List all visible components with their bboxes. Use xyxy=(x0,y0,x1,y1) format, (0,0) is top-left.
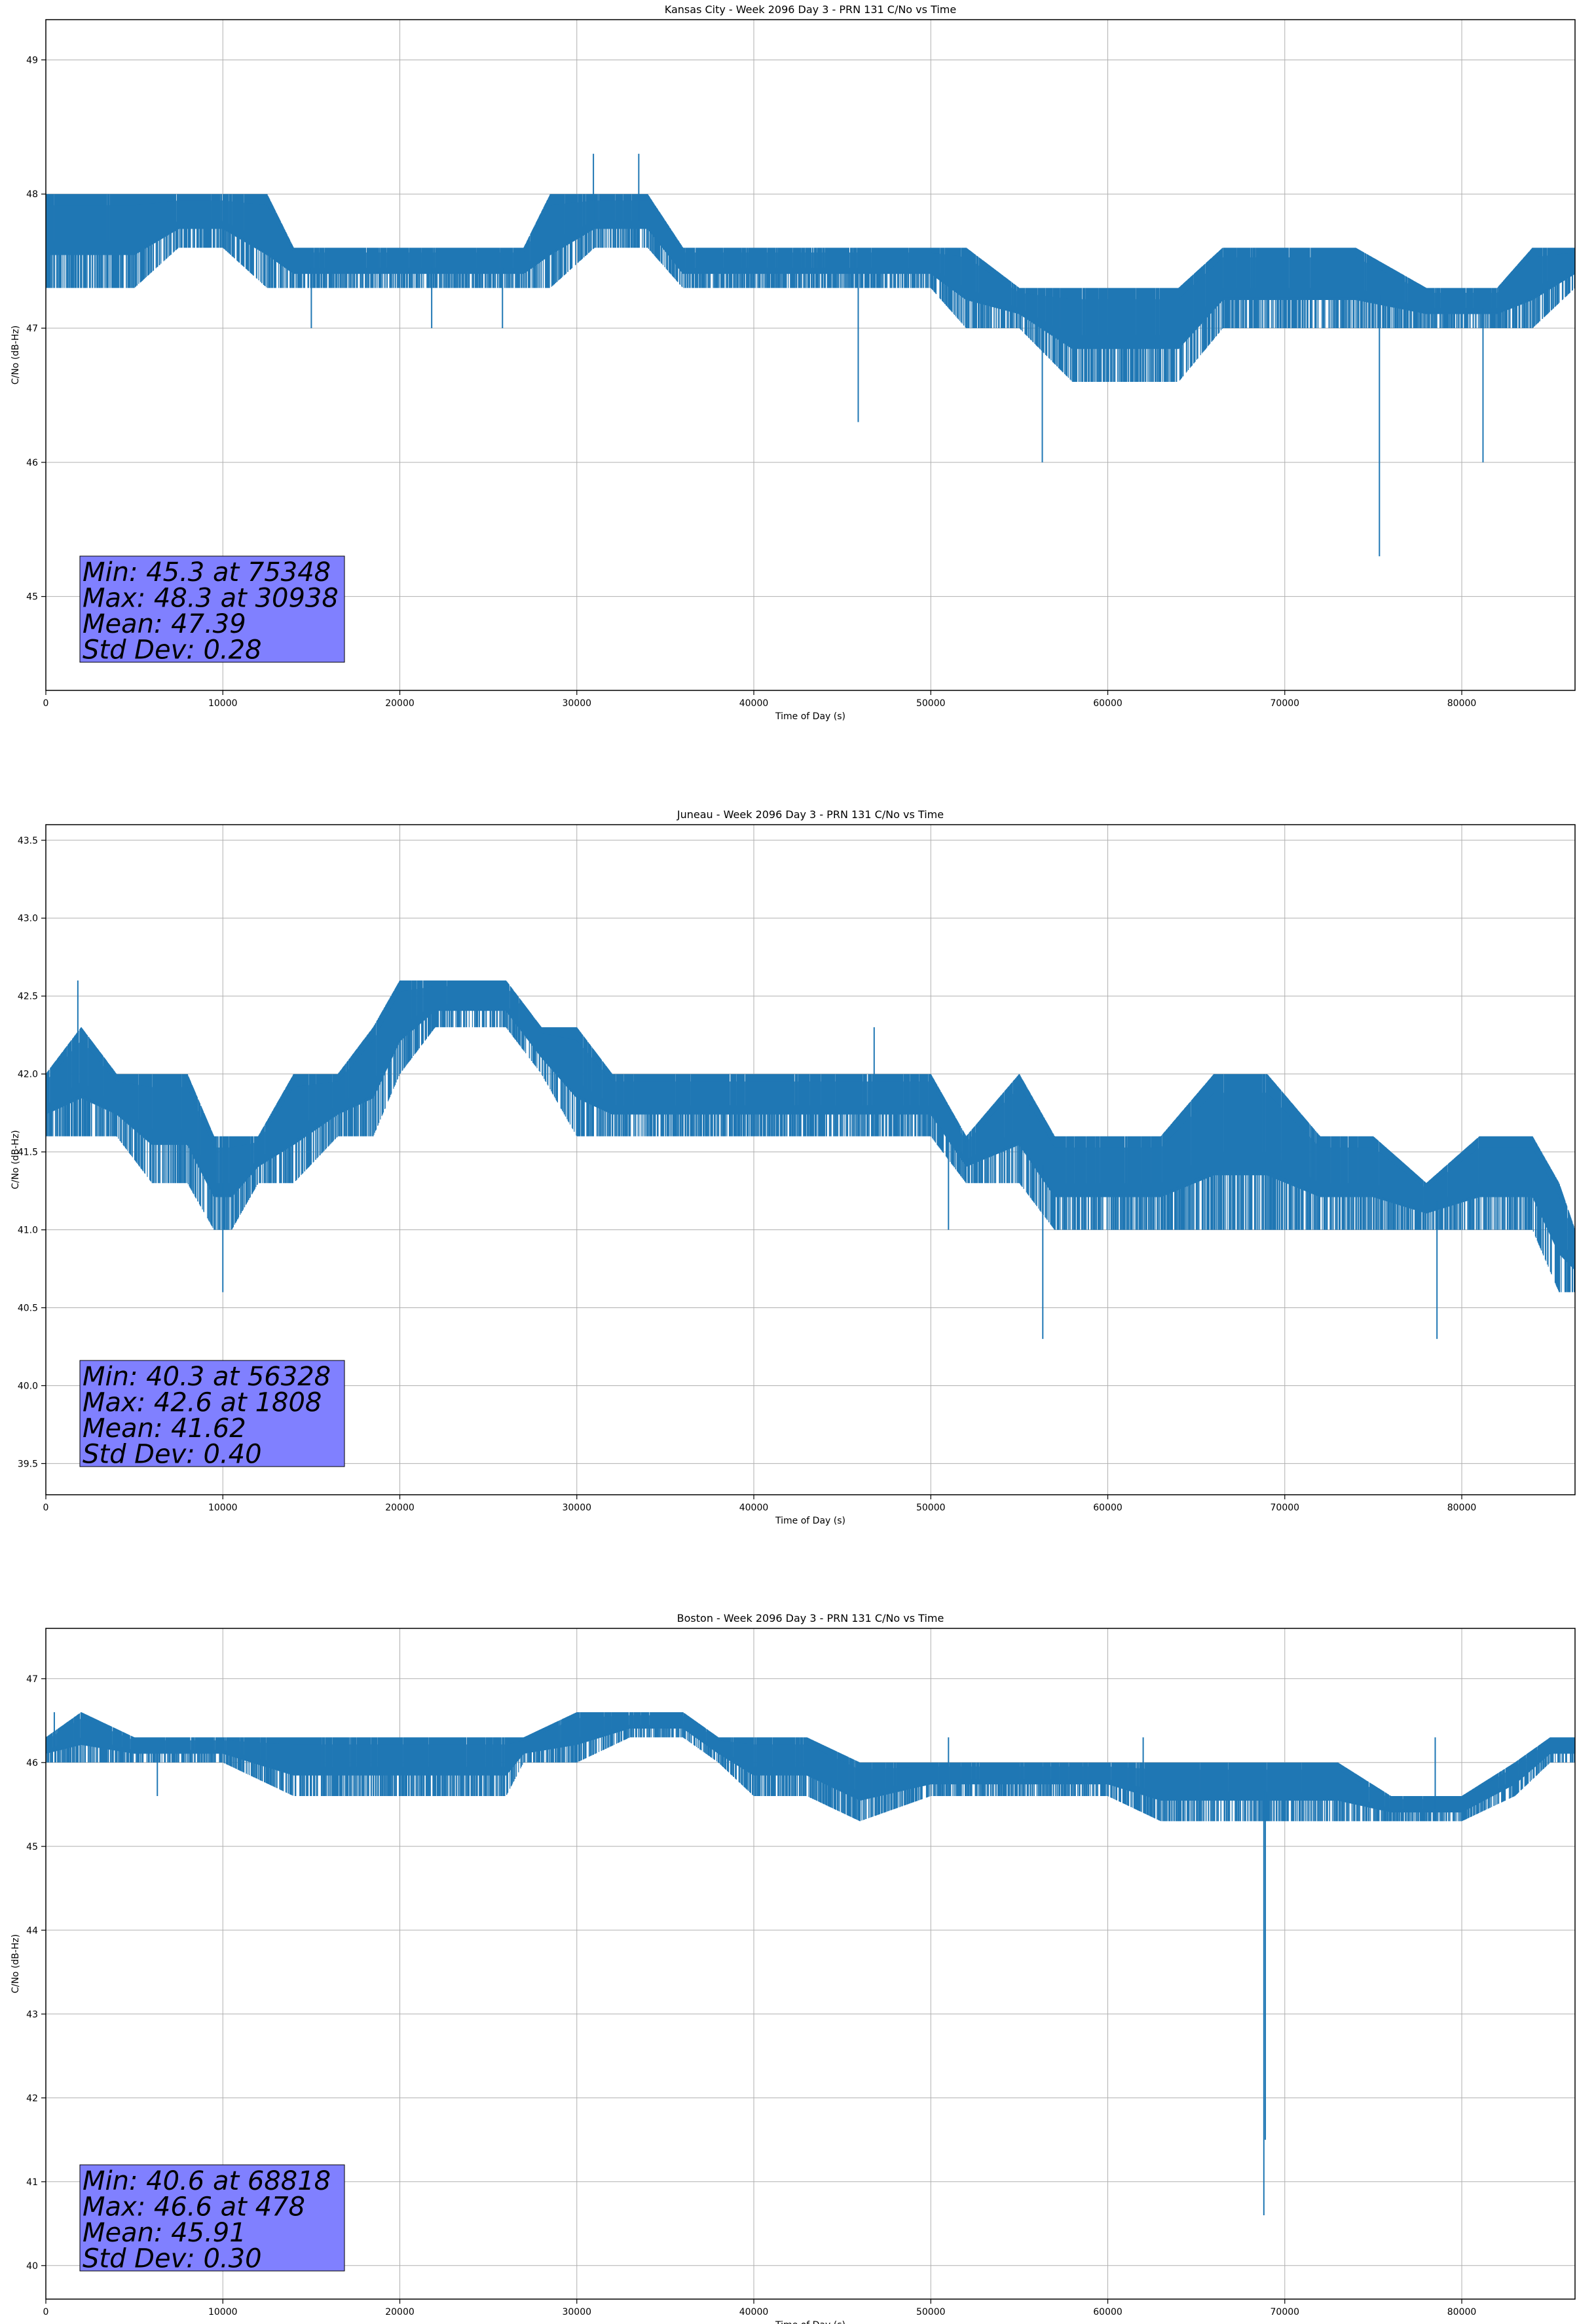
x-tick-label: 50000 xyxy=(916,698,946,709)
y-tick-label: 46 xyxy=(26,1758,38,1769)
y-tick-label: 43.5 xyxy=(18,836,38,846)
axes-frame xyxy=(45,19,1576,691)
x-tick-label: 60000 xyxy=(1093,698,1122,709)
stats-line: Max: 42.6 at 1808 xyxy=(83,1388,322,1418)
x-tick-label: 0 xyxy=(43,2307,49,2317)
stats-line: Mean: 41.62 xyxy=(83,1414,246,1444)
stats-box xyxy=(79,555,345,663)
x-tick-label: 60000 xyxy=(1093,1503,1122,1513)
x-tick-label: 20000 xyxy=(385,698,415,709)
stats-box xyxy=(79,2164,345,2272)
x-tick-label: 0 xyxy=(43,1503,49,1513)
y-axis-label: C/No (dB-Hz) xyxy=(10,326,21,384)
x-tick-label: 50000 xyxy=(916,1503,946,1513)
stats-line: Mean: 45.91 xyxy=(83,2218,246,2248)
y-tick-label: 41 xyxy=(26,2177,38,2188)
y-tick-label: 43 xyxy=(26,2010,38,2020)
y-tick-label: 41.5 xyxy=(18,1148,38,1158)
x-tick-label: 10000 xyxy=(208,698,238,709)
x-tick-label: 60000 xyxy=(1093,2307,1122,2317)
x-tick-label: 40000 xyxy=(739,2307,769,2317)
x-tick-label: 30000 xyxy=(562,698,591,709)
x-axis-label: Time of Day (s) xyxy=(775,1516,845,1526)
x-tick-label: 30000 xyxy=(562,2307,591,2317)
y-tick-label: 49 xyxy=(26,55,38,66)
stats-box xyxy=(79,1360,345,1467)
y-tick-label: 42 xyxy=(26,2093,38,2104)
y-tick-label: 42.5 xyxy=(18,992,38,1002)
stats-line: Mean: 47.39 xyxy=(83,609,246,639)
stats-line: Max: 48.3 at 30938 xyxy=(83,584,339,614)
stats-line: Min: 40.3 at 56328 xyxy=(83,1362,331,1392)
x-tick-label: 70000 xyxy=(1271,2307,1300,2317)
x-tick-label: 80000 xyxy=(1447,698,1477,709)
x-tick-label: 70000 xyxy=(1271,698,1300,709)
x-axis-label: Time of Day (s) xyxy=(775,2320,845,2324)
chart-panel-1: 0 10000 20000 30000 40000 50000 60000 70000 8000… xyxy=(10,808,1576,1526)
y-tick-label: 47 xyxy=(26,324,38,334)
y-tick-label: 45 xyxy=(26,1842,38,1852)
y-tick-label: 48 xyxy=(26,189,38,200)
x-tick-label: 80000 xyxy=(1447,1503,1477,1513)
stats-line: Std Dev: 0.28 xyxy=(83,635,262,665)
y-tick-label: 46 xyxy=(26,458,38,468)
x-axis-label: Time of Day (s) xyxy=(775,711,845,722)
x-tick-label: 40000 xyxy=(739,698,769,709)
chart-panel-0: 0 10000 20000 30000 40000 50000 60000 70000 8000… xyxy=(10,3,1576,722)
chart-title: Boston - Week 2096 Day 3 - PRN 131 C/No … xyxy=(677,1612,944,1624)
y-tick-label: 45 xyxy=(26,592,38,603)
x-tick-label: 20000 xyxy=(385,1503,415,1513)
y-tick-label: 40 xyxy=(26,2261,38,2272)
series-band xyxy=(46,986,1575,1269)
chart-panel-2: 0 10000 20000 30000 40000 50000 60000 70000 8000… xyxy=(10,1612,1576,2324)
stats-line: Std Dev: 0.40 xyxy=(83,1440,262,1470)
series-band xyxy=(46,200,1575,347)
chart-title: Juneau - Week 2096 Day 3 - PRN 131 C/No … xyxy=(677,808,944,821)
axes-frame xyxy=(45,1628,1576,2300)
y-tick-label: 43.0 xyxy=(18,914,38,924)
x-tick-label: 70000 xyxy=(1271,1503,1300,1513)
y-tick-label: 47 xyxy=(26,1674,38,1685)
stats-line: Std Dev: 0.30 xyxy=(83,2244,262,2274)
y-tick-label: 39.5 xyxy=(18,1459,38,1469)
stats-line: Max: 46.6 at 478 xyxy=(83,2192,305,2222)
y-tick-label: 40.5 xyxy=(18,1303,38,1314)
x-tick-label: 50000 xyxy=(916,2307,946,2317)
y-tick-label: 42.0 xyxy=(18,1070,38,1080)
series-band xyxy=(46,1715,1575,1812)
y-tick-label: 40.0 xyxy=(18,1381,38,1391)
axes-frame xyxy=(45,824,1576,1495)
x-tick-label: 20000 xyxy=(385,2307,415,2317)
y-tick-label: 44 xyxy=(26,1926,38,1936)
stats-line: Min: 40.6 at 68818 xyxy=(83,2166,331,2196)
y-axis-label: C/No (dB-Hz) xyxy=(10,1130,21,1189)
x-tick-label: 80000 xyxy=(1447,2307,1477,2317)
x-tick-label: 40000 xyxy=(739,1503,769,1513)
x-tick-label: 0 xyxy=(43,698,49,709)
x-tick-label: 30000 xyxy=(562,1503,591,1513)
stats-line: Min: 45.3 at 75348 xyxy=(83,557,331,588)
y-axis-label: C/No (dB-Hz) xyxy=(10,1934,21,1993)
x-tick-label: 10000 xyxy=(208,1503,238,1513)
chart-title: Kansas City - Week 2096 Day 3 - PRN 131 … xyxy=(665,3,956,16)
x-tick-label: 10000 xyxy=(208,2307,238,2317)
y-tick-label: 41.0 xyxy=(18,1226,38,1236)
